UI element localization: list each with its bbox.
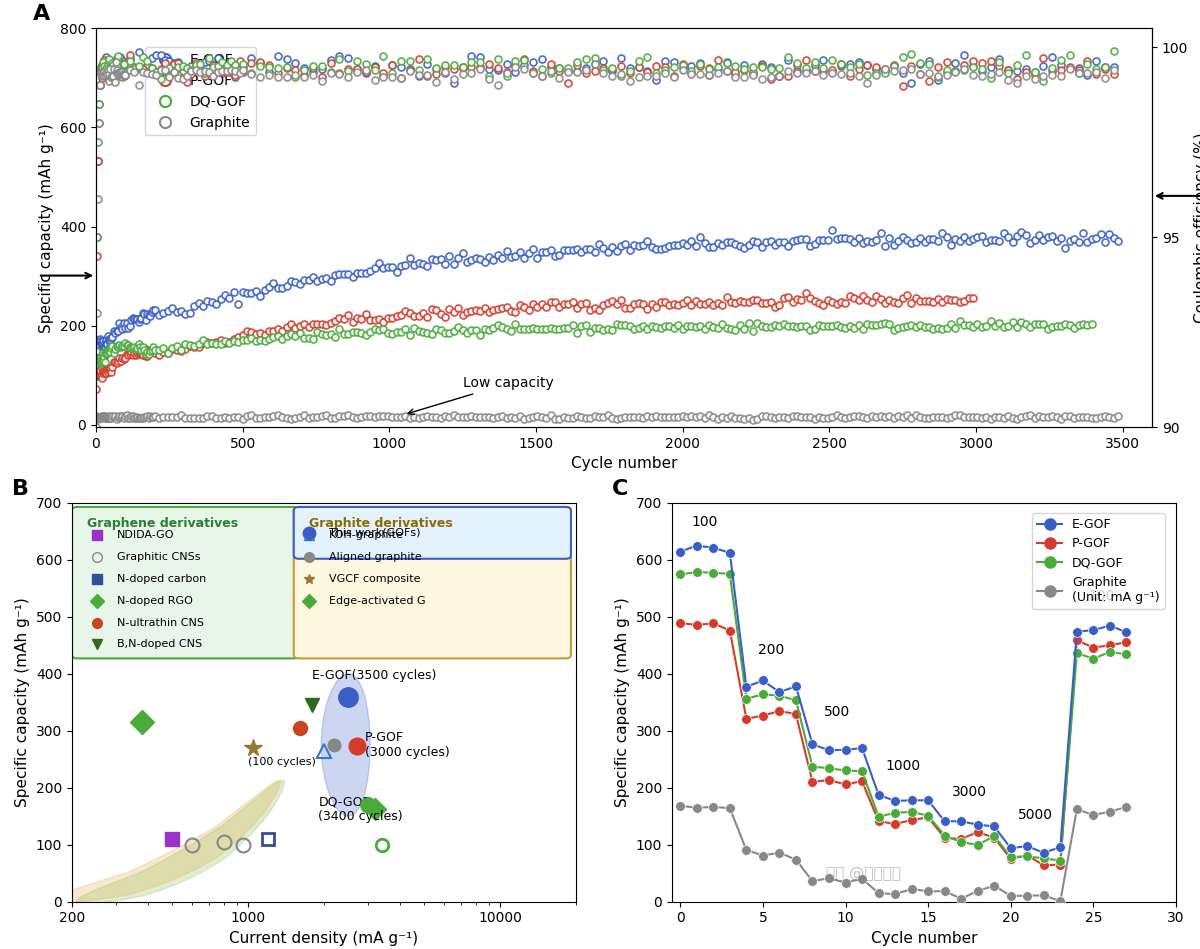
- Legend: E-GOF, P-GOF, DQ-GOF, Graphite
(Unit: mA g⁻¹): E-GOF, P-GOF, DQ-GOF, Graphite (Unit: mA…: [1032, 513, 1165, 609]
- DQ-GOF: [91, 358, 106, 369]
- FancyBboxPatch shape: [294, 507, 571, 559]
- Ellipse shape: [47, 780, 281, 903]
- Text: E-GOF(3500 cycles): E-GOF(3500 cycles): [312, 669, 437, 682]
- FancyBboxPatch shape: [72, 507, 299, 659]
- Text: N-ultrathin CNS: N-ultrathin CNS: [118, 618, 204, 627]
- Graphite: [187, 412, 202, 423]
- E-GOF: [1111, 235, 1126, 247]
- P-GOF: [473, 306, 487, 317]
- Line: P-GOF: P-GOF: [92, 289, 977, 381]
- Text: 头条 @能源学人: 头条 @能源学人: [827, 865, 901, 881]
- Text: Graphitic CNSs: Graphitic CNSs: [118, 551, 200, 562]
- DQ-GOF: [118, 338, 132, 349]
- DQ-GOF: [671, 319, 685, 330]
- DQ-GOF: [1085, 318, 1099, 329]
- P-GOF: [94, 371, 108, 382]
- Text: This work(GOFs): This work(GOFs): [329, 528, 420, 538]
- Text: B,N-doped CNS: B,N-doped CNS: [118, 640, 203, 649]
- Text: 5000: 5000: [1018, 808, 1054, 822]
- DQ-GOF: [102, 345, 116, 357]
- Text: P-GOF
(3000 cycles): P-GOF (3000 cycles): [365, 732, 450, 759]
- Text: N-doped carbon: N-doped carbon: [118, 574, 206, 584]
- Graphite: [311, 412, 325, 423]
- Y-axis label: Specific capacity (mAh g⁻¹): Specific capacity (mAh g⁻¹): [616, 597, 630, 808]
- Text: C: C: [612, 479, 628, 499]
- DQ-GOF: [89, 357, 103, 368]
- P-GOF: [89, 368, 103, 380]
- FancyBboxPatch shape: [294, 507, 571, 659]
- DQ-GOF: [953, 315, 967, 326]
- Text: N-doped RGO: N-doped RGO: [118, 596, 193, 605]
- Text: 500: 500: [824, 705, 851, 719]
- E-GOF: [578, 244, 593, 255]
- Y-axis label: Coulombic efficiency (%): Coulombic efficiency (%): [1194, 133, 1200, 323]
- Text: 200: 200: [758, 642, 785, 657]
- Text: DQ-GOF
(3400 cycles): DQ-GOF (3400 cycles): [318, 795, 403, 823]
- Text: 1000: 1000: [886, 759, 920, 773]
- X-axis label: Current density (mA g⁻¹): Current density (mA g⁻¹): [229, 931, 419, 946]
- E-GOF: [750, 236, 764, 248]
- DQ-GOF: [614, 320, 629, 331]
- X-axis label: Cycle number: Cycle number: [871, 931, 977, 946]
- E-GOF: [97, 342, 112, 353]
- Text: Graphite derivatives: Graphite derivatives: [308, 517, 452, 530]
- DQ-GOF: [98, 346, 113, 358]
- P-GOF: [288, 322, 302, 333]
- DQ-GOF: [337, 328, 352, 340]
- Legend: E-GOF, P-GOF, DQ-GOF, Graphite: E-GOF, P-GOF, DQ-GOF, Graphite: [145, 47, 256, 136]
- Ellipse shape: [77, 780, 284, 903]
- Text: A: A: [32, 5, 50, 25]
- P-GOF: [460, 307, 474, 318]
- E-GOF: [89, 338, 103, 349]
- Line: DQ-GOF: DQ-GOF: [92, 317, 1096, 366]
- Text: 100: 100: [692, 514, 719, 529]
- P-GOF: [614, 294, 629, 306]
- Graphite: [755, 411, 769, 422]
- P-GOF: [95, 372, 109, 383]
- Graphite: [319, 409, 334, 420]
- Graphite: [89, 411, 103, 422]
- Text: (100 cycles): (100 cycles): [248, 757, 316, 767]
- Text: KOH-graphite: KOH-graphite: [329, 530, 404, 540]
- E-GOF: [314, 273, 329, 285]
- Text: Low capacity: Low capacity: [408, 377, 553, 415]
- Graphite: [631, 411, 646, 422]
- Graphite: [578, 412, 593, 423]
- Line: E-GOF: E-GOF: [92, 226, 1122, 351]
- Text: 3000: 3000: [952, 785, 986, 799]
- P-GOF: [799, 288, 814, 299]
- E-GOF: [826, 224, 840, 235]
- E-GOF: [631, 240, 646, 251]
- Y-axis label: Specific capacity (mAh g⁻¹): Specific capacity (mAh g⁻¹): [40, 122, 54, 333]
- Text: VGCF composite: VGCF composite: [329, 574, 420, 584]
- P-GOF: [509, 307, 523, 318]
- Graphite: [1111, 411, 1126, 422]
- P-GOF: [966, 292, 980, 304]
- Graphite: [662, 411, 677, 422]
- Y-axis label: Specific capacity (mAh g⁻¹): Specific capacity (mAh g⁻¹): [16, 597, 30, 808]
- Text: Aligned graphite: Aligned graphite: [329, 551, 421, 562]
- X-axis label: Cycle number: Cycle number: [571, 456, 677, 472]
- Text: Edge-activated G: Edge-activated G: [329, 596, 426, 605]
- Line: Graphite: Graphite: [92, 411, 1122, 423]
- Text: NDIDA-GO: NDIDA-GO: [118, 530, 175, 540]
- Text: B: B: [12, 479, 29, 499]
- E-GOF: [192, 297, 206, 308]
- Text: Graphene derivatives: Graphene derivatives: [88, 517, 239, 530]
- Text: 100: 100: [1088, 588, 1115, 603]
- E-GOF: [662, 240, 677, 251]
- Ellipse shape: [322, 674, 370, 816]
- Graphite: [746, 414, 761, 425]
